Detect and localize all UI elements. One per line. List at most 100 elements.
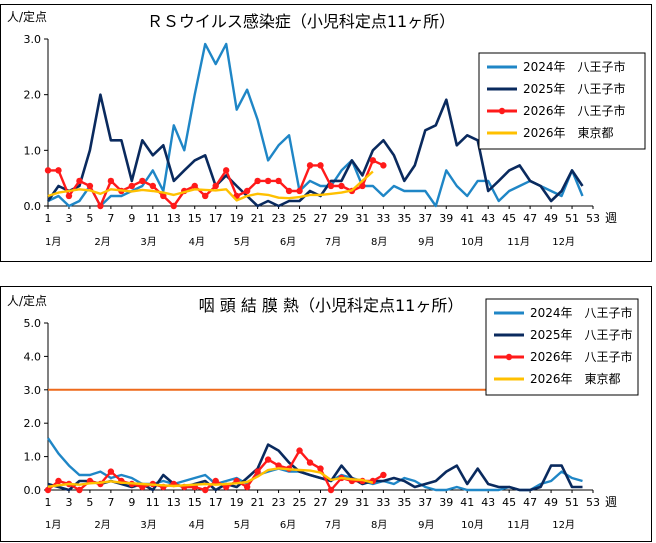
data-point [128,182,136,190]
data-point [369,157,377,164]
x-tick-label: 47 [523,212,537,225]
y-tick-label: 1.0 [24,144,42,157]
legend-box [485,298,639,396]
x-tick-label: 23 [272,212,286,225]
y-tick-label: 0.0 [24,200,42,213]
data-point [222,483,230,491]
data-point [44,167,52,174]
month-label: 4月 [189,519,205,531]
month-label: 10月 [461,236,484,248]
x-axis-unit: 週 [605,211,617,225]
y-tick-label: 2.0 [24,417,42,430]
y-tick-label: 2.0 [24,89,42,102]
data-point [160,192,167,200]
data-point [264,177,272,185]
data-point [212,182,219,190]
legend-label-1: 2024年 八王子市 [530,305,633,320]
x-tick-label: 7 [107,212,114,225]
x-tick-label: 53 [586,212,600,225]
series-line-4 [47,170,374,202]
x-tick-label: 13 [167,496,181,509]
data-point [107,468,115,475]
x-tick-label: 51 [565,496,579,509]
data-point [254,468,261,475]
month-label: 11月 [507,519,530,531]
x-tick-label: 35 [397,496,411,509]
legend-label-1: 2024年 八王子市 [523,59,626,74]
series-line-4 [47,467,374,488]
x-tick-label: 15 [188,212,202,225]
x-tick-label: 39 [439,496,453,509]
data-point [296,447,303,454]
y-axis-unit: 人/定点 [7,293,47,308]
x-tick-label: 23 [272,496,286,509]
data-point [76,177,83,185]
month-label: 5月 [234,236,250,248]
x-tick-label: 11 [146,496,160,509]
pharyngoconjunctival-fever-chart: 咽 頭 結 膜 熱（小児科定点11ヶ所） 人/定点週 0.0 1.0 2.0 3.0 4.0… [7,293,639,531]
x-tick-label: 27 [314,496,328,509]
chart-title: ＲＳウイルス感染症（小児科定点11ヶ所） [147,12,455,31]
month-label: 12月 [552,519,575,531]
x-tick-label: 51 [565,212,579,225]
pcf-chart-panel: 咽 頭 結 膜 熱（小児科定点11ヶ所） 人/定点週 0.0 1.0 2.0 3.0 4.0… [0,286,652,542]
x-tick-label: 17 [209,212,223,225]
data-point [139,483,146,491]
month-label: 4月 [189,236,205,248]
data-point [55,477,62,485]
data-point [212,477,219,485]
data-point [359,182,366,190]
x-tick-label: 31 [355,496,369,509]
month-label: 3月 [140,236,156,248]
y-axis-unit: 人/定点 [7,9,47,24]
month-label: 2月 [94,236,110,248]
data-point [306,459,314,466]
data-point [338,182,345,190]
x-tick-label: 33 [376,496,390,509]
x-tick-label: 25 [293,212,307,225]
data-point [243,187,251,195]
data-point [380,162,387,169]
month-label: 8月 [371,519,387,531]
x-tick-label: 45 [502,496,516,509]
data-point [285,187,293,195]
x-tick-label: 53 [586,496,600,509]
y-tick-label: 3.0 [24,33,42,46]
x-tick-label: 21 [251,212,265,225]
series-line-2 [46,93,584,208]
data-point [264,456,272,463]
y-tick-label: 0.0 [24,484,42,497]
legend: 2024年 八王子市 2025年 八王子市 2026年 八王子市 2026年 東京都 [478,52,646,150]
month-label: 2月 [94,519,110,531]
y-tick-label: 3.0 [24,384,42,397]
y-tick-label: 1.0 [24,451,42,464]
month-label: 8月 [371,236,387,248]
data-point [149,182,157,190]
x-tick-label: 27 [314,212,328,225]
x-tick-label: 19 [230,212,244,225]
legend-label-3: 2026年 八王子市 [530,349,633,364]
month-label: 5月 [234,519,250,531]
chart-title: 咽 頭 結 膜 熱（小児科定点11ヶ所） [199,296,464,315]
data-point [317,465,324,472]
data-point [97,202,104,210]
data-point [202,192,209,200]
data-point [55,167,62,174]
legend-label-2: 2025年 八王子市 [523,81,626,96]
data-point [275,177,282,185]
x-tick-label: 29 [334,496,348,509]
x-tick-label: 37 [418,496,432,509]
legend-label-4: 2026年 東京都 [530,372,621,386]
x-tick-label: 11 [146,212,160,225]
x-tick-label: 3 [65,212,72,225]
y-tick-label: 4.0 [24,350,42,363]
month-label: 9月 [418,519,434,531]
data-point [191,182,198,190]
data-point [76,486,83,494]
data-point [317,162,324,169]
data-point [222,167,230,174]
data-point [202,486,209,494]
x-tick-label: 49 [544,496,558,509]
x-tick-label: 1 [45,212,52,225]
legend-label-3: 2026年 八王子市 [523,103,626,118]
